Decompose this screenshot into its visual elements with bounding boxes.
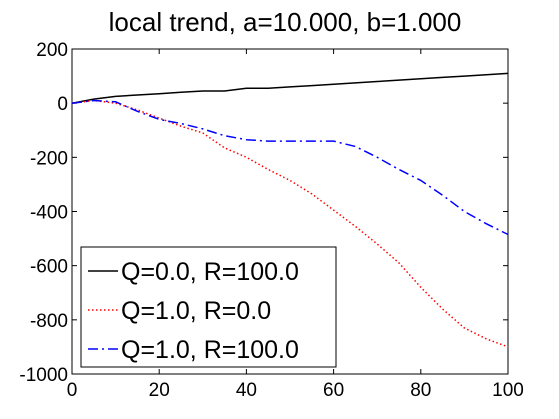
legend-label-3: Q=1.0, R=100.0 — [121, 336, 299, 364]
series-line-3 — [71, 99, 509, 236]
y-tick-label: -800 — [30, 311, 68, 332]
y-tick-label: 200 — [36, 40, 68, 61]
legend-label-1: Q=0.0, R=100.0 — [121, 258, 299, 286]
chart-title: local trend, a=10.000, b=1.000 — [109, 7, 462, 37]
x-tick-label: 100 — [492, 380, 524, 401]
x-tick-label: 20 — [149, 380, 170, 401]
legend-label-2: Q=1.0, R=0.0 — [121, 297, 271, 325]
legend: Q=0.0, R=100.0 Q=1.0, R=0.0 Q=1.0, R=100.0 — [80, 246, 337, 368]
x-tick-label: 0 — [67, 380, 78, 401]
y-tick-label: -400 — [30, 203, 68, 224]
x-tick-label: 40 — [236, 380, 257, 401]
legend-box — [80, 246, 337, 368]
series-line-1 — [71, 72, 509, 104]
y-tick-label: -1000 — [19, 365, 68, 386]
y-tick-label: -600 — [30, 257, 68, 278]
x-tick-label: 60 — [323, 380, 344, 401]
series-lines — [71, 72, 509, 348]
y-tick-label: -200 — [30, 148, 68, 169]
x-tick-label: 80 — [410, 380, 431, 401]
y-tick-label: 0 — [57, 94, 68, 115]
axis-ticks: 0 20 40 60 80 100 -1000 -800 -600 -400 -200 0 200 — [19, 40, 523, 401]
